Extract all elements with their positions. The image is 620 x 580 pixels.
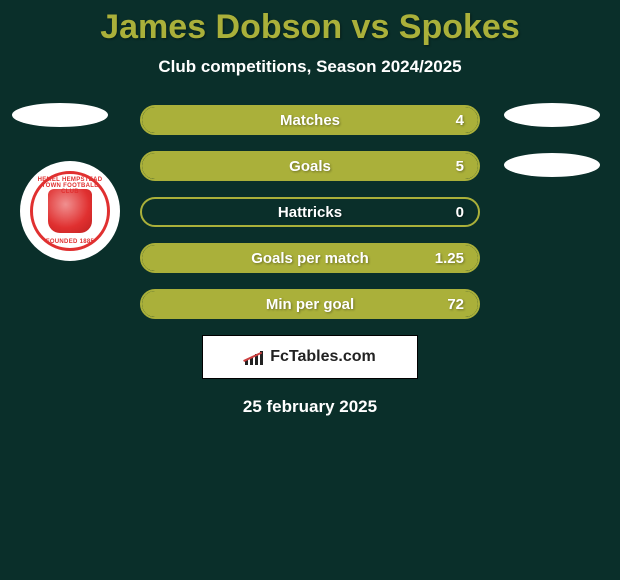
subtitle: Club competitions, Season 2024/2025 [0, 57, 620, 77]
stat-bar-value: 5 [456, 158, 464, 175]
crest-text-bottom: FOUNDED 1885 [33, 239, 107, 245]
crest-ring: HEMEL HEMPSTEAD TOWN FOOTBALL CLUB FOUND… [30, 171, 110, 251]
stat-bar-label: Hattricks [142, 204, 478, 221]
stat-bar-value: 72 [447, 296, 464, 313]
stat-bar-label: Matches [142, 112, 478, 129]
right-ellipse-2 [504, 153, 600, 177]
chart-icon [244, 349, 264, 365]
stat-bar: Min per goal72 [140, 289, 480, 319]
crest-text-top: HEMEL HEMPSTEAD TOWN FOOTBALL CLUB [33, 177, 107, 195]
stat-bar-value: 0 [456, 204, 464, 221]
stat-bar-value: 1.25 [435, 250, 464, 267]
stat-bar-label: Min per goal [142, 296, 478, 313]
left-ellipse-1 [12, 103, 108, 127]
stat-bar-label: Goals per match [142, 250, 478, 267]
fctables-logo: FcTables.com [202, 335, 418, 379]
date-label: 25 february 2025 [0, 397, 620, 417]
stat-bar: Hattricks0 [140, 197, 480, 227]
club-crest: HEMEL HEMPSTEAD TOWN FOOTBALL CLUB FOUND… [20, 161, 120, 261]
page-root: James Dobson vs Spokes Club competitions… [0, 0, 620, 580]
logo-text: FcTables.com [270, 348, 376, 366]
stat-bar: Goals5 [140, 151, 480, 181]
stat-bar-label: Goals [142, 158, 478, 175]
chart-area: HEMEL HEMPSTEAD TOWN FOOTBALL CLUB FOUND… [0, 105, 620, 319]
stat-bar: Matches4 [140, 105, 480, 135]
page-title: James Dobson vs Spokes [0, 0, 620, 47]
crest-figure [48, 189, 92, 233]
stat-bar: Goals per match1.25 [140, 243, 480, 273]
stat-bars: Matches4 Goals5 Hattricks0 Goals per match1… [140, 105, 480, 319]
right-ellipse-1 [504, 103, 600, 127]
stat-bar-value: 4 [456, 112, 464, 129]
